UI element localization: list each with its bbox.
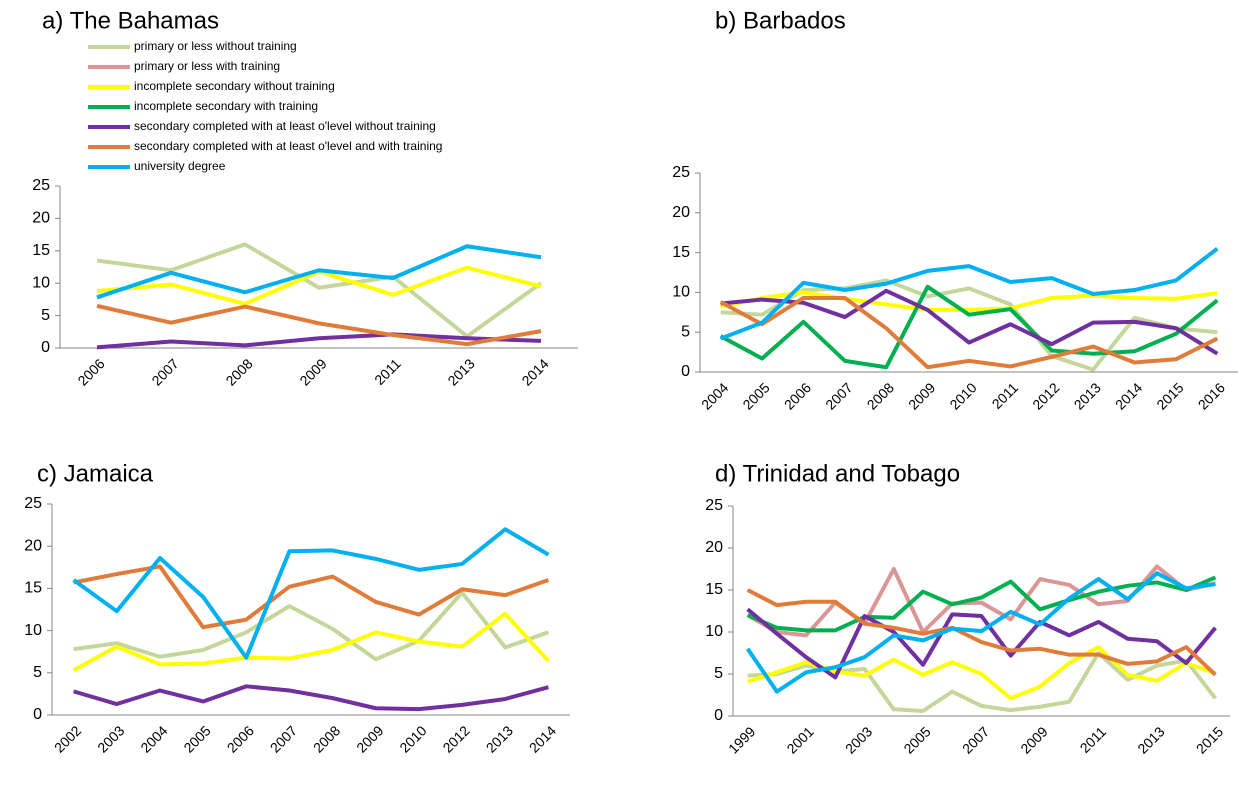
series-line (719, 247, 1219, 341)
x-tick-label: 2011 (989, 379, 1022, 412)
legend-label: incomplete secondary without training (134, 79, 335, 93)
x-tick-label: 2003 (842, 723, 875, 756)
series-line (720, 278, 1218, 372)
series-line (746, 575, 1217, 633)
y-tick-label: 25 (705, 497, 723, 514)
x-tick-label: 2004 (698, 379, 731, 412)
y-tick-label: 20 (672, 204, 690, 221)
y-tick-label: 20 (24, 537, 42, 554)
x-tick-label: 2008 (310, 722, 343, 755)
y-tick-label: 10 (705, 623, 723, 640)
x-tick-label: 2008 (222, 355, 255, 388)
x-tick-label: 2007 (959, 723, 992, 756)
x-tick-label: 2011 (1077, 723, 1110, 756)
x-tick-label: 2012 (439, 722, 472, 755)
panel-title: c) Jamaica (37, 460, 154, 487)
y-tick-label: 15 (705, 581, 723, 598)
series-line (719, 284, 1219, 370)
y-tick-label: 5 (41, 307, 50, 324)
x-tick-label: 2013 (444, 355, 477, 388)
x-tick-label: 2004 (137, 722, 170, 755)
series-line (73, 684, 549, 712)
y-tick-label: 0 (41, 339, 50, 356)
x-tick-label: 2003 (94, 722, 127, 755)
y-tick-label: 5 (33, 664, 42, 681)
x-tick-label: 2014 (1112, 379, 1145, 412)
x-tick-label: 2016 (1195, 379, 1228, 412)
x-tick-label: 1999 (725, 723, 758, 756)
x-tick-label: 2009 (905, 379, 938, 412)
x-tick-label: 2013 (1071, 379, 1104, 412)
y-tick-label: 20 (705, 539, 723, 556)
y-tick-label: 0 (681, 363, 690, 380)
x-tick-label: 2007 (267, 722, 300, 755)
series-line (73, 590, 550, 662)
x-tick-label: 2005 (739, 379, 772, 412)
x-tick-label: 2009 (1017, 723, 1050, 756)
x-tick-label: 2005 (900, 723, 933, 756)
series-line (72, 527, 550, 660)
series-line (719, 295, 1219, 370)
series-line (746, 588, 1217, 677)
y-tick-label: 5 (681, 323, 690, 340)
y-tick-label: 10 (672, 284, 690, 301)
x-tick-label: 2011 (371, 355, 404, 388)
x-tick-label: 2012 (1029, 379, 1062, 412)
x-tick-label: 2008 (864, 379, 897, 412)
series-line (720, 288, 1219, 356)
x-tick-label: 2013 (1134, 723, 1167, 756)
x-tick-label: 2013 (483, 722, 516, 755)
legend-label: primary or less without training (134, 39, 297, 53)
x-tick-label: 2009 (353, 722, 386, 755)
y-tick-label: 10 (32, 274, 50, 291)
x-tick-label: 2006 (224, 722, 257, 755)
x-tick-label: 2006 (781, 379, 814, 412)
x-tick-label: 2001 (783, 723, 816, 756)
x-tick-label: 2015 (1193, 723, 1226, 756)
x-tick-label: 2015 (1153, 379, 1186, 412)
x-tick-label: 2006 (74, 355, 107, 388)
series-line (720, 290, 1218, 312)
panel-title: a) The Bahamas (42, 7, 219, 34)
legend-label: secondary completed with at least o'leve… (134, 139, 442, 153)
x-tick-label: 2002 (51, 722, 84, 755)
series-line (72, 611, 550, 673)
series-line (96, 332, 542, 350)
panel-title: d) Trinidad and Tobago (715, 460, 960, 487)
x-tick-label: 2014 (526, 722, 559, 755)
y-tick-label: 15 (24, 580, 42, 597)
y-tick-label: 15 (672, 244, 690, 261)
series-line (745, 571, 1216, 694)
x-tick-label: 2010 (396, 722, 429, 755)
y-tick-label: 25 (32, 177, 50, 194)
series-line (96, 244, 542, 300)
y-tick-label: 0 (33, 706, 42, 723)
legend-label: primary or less with training (134, 59, 280, 73)
y-tick-label: 25 (672, 164, 690, 181)
y-tick-label: 20 (32, 210, 50, 227)
x-tick-label: 2010 (946, 379, 979, 412)
legend-label: university degree (134, 159, 226, 173)
y-tick-label: 0 (714, 707, 723, 724)
panel-title: b) Barbados (715, 7, 846, 34)
x-tick-label: 2009 (296, 355, 329, 388)
x-tick-label: 2007 (148, 355, 181, 388)
x-tick-label: 2005 (180, 722, 213, 755)
x-tick-label: 2014 (518, 355, 551, 388)
legend-label: secondary completed with at least o'leve… (134, 119, 436, 133)
y-tick-label: 25 (24, 495, 42, 512)
x-tick-label: 2007 (822, 379, 855, 412)
y-tick-label: 5 (714, 665, 723, 682)
y-tick-label: 10 (24, 622, 42, 639)
y-tick-label: 15 (32, 242, 50, 259)
series-line (96, 303, 542, 347)
legend-label: incomplete secondary with training (134, 99, 318, 113)
